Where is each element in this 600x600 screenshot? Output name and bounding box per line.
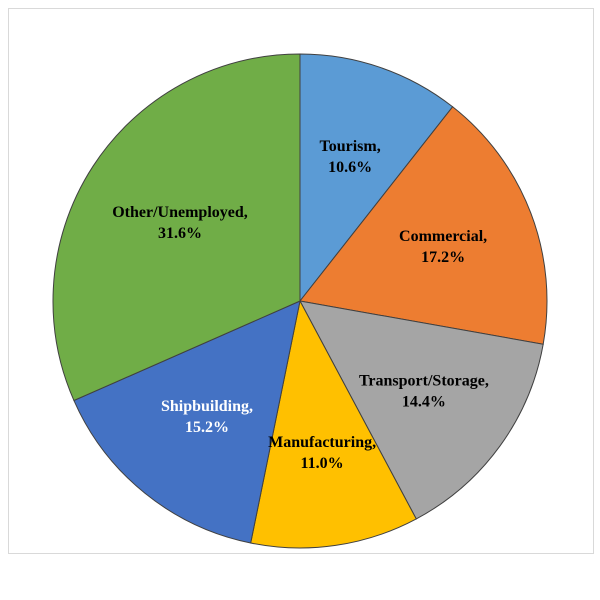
slice-label-value: 14.4%: [402, 394, 446, 411]
pie-slice-commercial: [299, 106, 548, 345]
pie-slice-transport-storage: [299, 300, 544, 520]
slice-label-value: 31.6%: [158, 225, 202, 242]
slice-label-value: 10.6%: [328, 159, 372, 176]
slice-label-name: Manufacturing,: [268, 434, 376, 451]
slice-label-name: Shipbuilding,: [161, 398, 253, 415]
pie-slice-other-unemployed: [52, 53, 301, 402]
slice-label-name: Tourism,: [319, 138, 380, 155]
slice-label-name: Transport/Storage,: [359, 373, 489, 390]
pie-slice-tourism: [299, 53, 454, 303]
pie-labels: Tourism, 10.6% Commercial, 17.2% Transport/S…: [112, 138, 489, 472]
pie-slice-shipbuilding: [73, 300, 301, 544]
slice-label-value: 15.2%: [185, 419, 229, 436]
pie-slices: [52, 53, 548, 549]
slice-label-name: Other/Unemployed,: [112, 204, 248, 221]
slice-label-name: Commercial,: [399, 228, 487, 245]
slice-label-value: 11.0%: [301, 455, 344, 472]
slice-label-value: 17.2%: [421, 249, 465, 266]
pie-slice-manufacturing: [250, 299, 417, 549]
